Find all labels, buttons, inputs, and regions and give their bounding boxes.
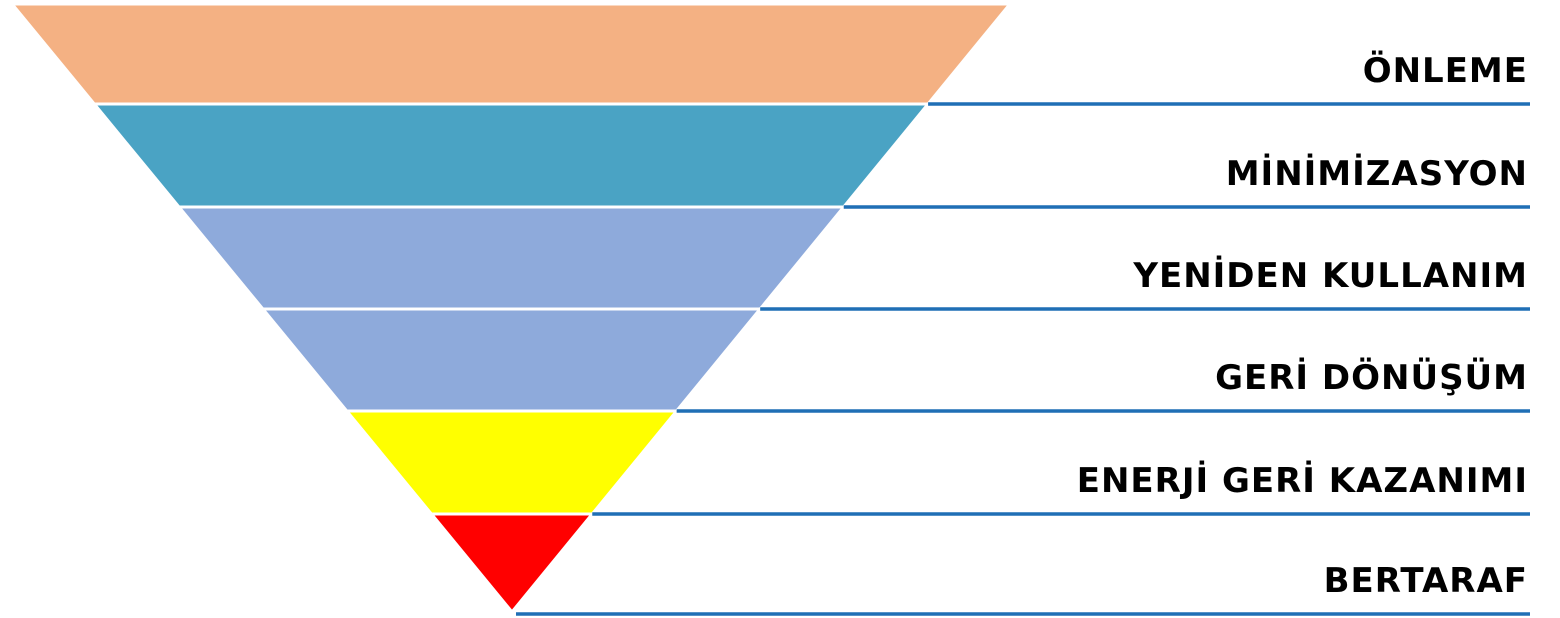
tier-band-4 [259,307,764,413]
tier-band-6 [428,512,596,615]
tier-band-3 [175,205,847,311]
tier-label-3: YENİDEN KULLANIM [1132,255,1528,296]
tier-label-5: ENERJİ GERİ KAZANIMI [1077,460,1528,501]
tier-label-4: GERİ DÖNÜŞÜM [1215,357,1528,398]
tier-band-2 [91,102,932,209]
tiers-layer [8,2,1014,615]
tier-label-1: ÖNLEME [1363,50,1528,91]
labels-layer: ÖNLEME MİNİMİZASYON YENİDEN KULLANIM GERİ D… [1077,50,1528,601]
leader-lines-layer [516,102,1530,616]
tier-band-1 [8,2,1014,106]
tier-label-6: BERTARAF [1324,561,1528,601]
tier-label-2: MİNİMİZASYON [1226,153,1528,194]
tier-band-5 [343,409,680,516]
